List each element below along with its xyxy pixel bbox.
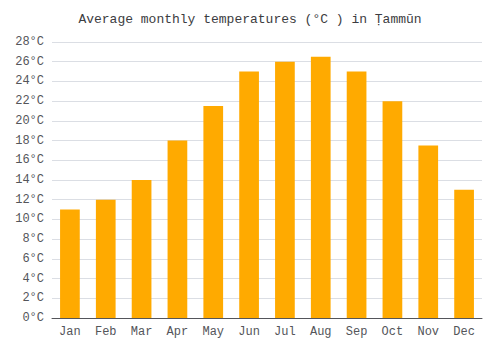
svg-text:6°C: 6°C (22, 252, 44, 266)
svg-text:Oct: Oct (382, 325, 404, 339)
svg-text:Jan: Jan (59, 325, 81, 339)
svg-text:18°C: 18°C (15, 134, 44, 148)
svg-text:Feb: Feb (95, 325, 117, 339)
svg-text:22°C: 22°C (15, 94, 44, 108)
svg-text:May: May (202, 325, 224, 339)
svg-text:24°C: 24°C (15, 74, 44, 88)
svg-text:26°C: 26°C (15, 55, 44, 69)
svg-text:Dec: Dec (453, 325, 475, 339)
svg-text:10°C: 10°C (15, 212, 44, 226)
svg-text:8°C: 8°C (22, 232, 44, 246)
svg-text:Sep: Sep (346, 325, 368, 339)
svg-text:16°C: 16°C (15, 153, 44, 167)
svg-text:20°C: 20°C (15, 114, 44, 128)
svg-text:Aug: Aug (310, 325, 332, 339)
svg-text:Average monthly temperatures (: Average monthly temperatures (°C ) in Ṭa… (78, 12, 421, 27)
svg-text:Nov: Nov (417, 325, 439, 339)
svg-text:Jul: Jul (274, 325, 296, 339)
svg-text:Apr: Apr (167, 325, 189, 339)
svg-text:12°C: 12°C (15, 193, 44, 207)
svg-text:14°C: 14°C (15, 173, 44, 187)
svg-text:Mar: Mar (131, 325, 153, 339)
svg-text:4°C: 4°C (22, 272, 44, 286)
svg-text:Jun: Jun (238, 325, 260, 339)
svg-text:28°C: 28°C (15, 35, 44, 49)
svg-text:0°C: 0°C (22, 311, 44, 325)
svg-text:2°C: 2°C (22, 291, 44, 305)
